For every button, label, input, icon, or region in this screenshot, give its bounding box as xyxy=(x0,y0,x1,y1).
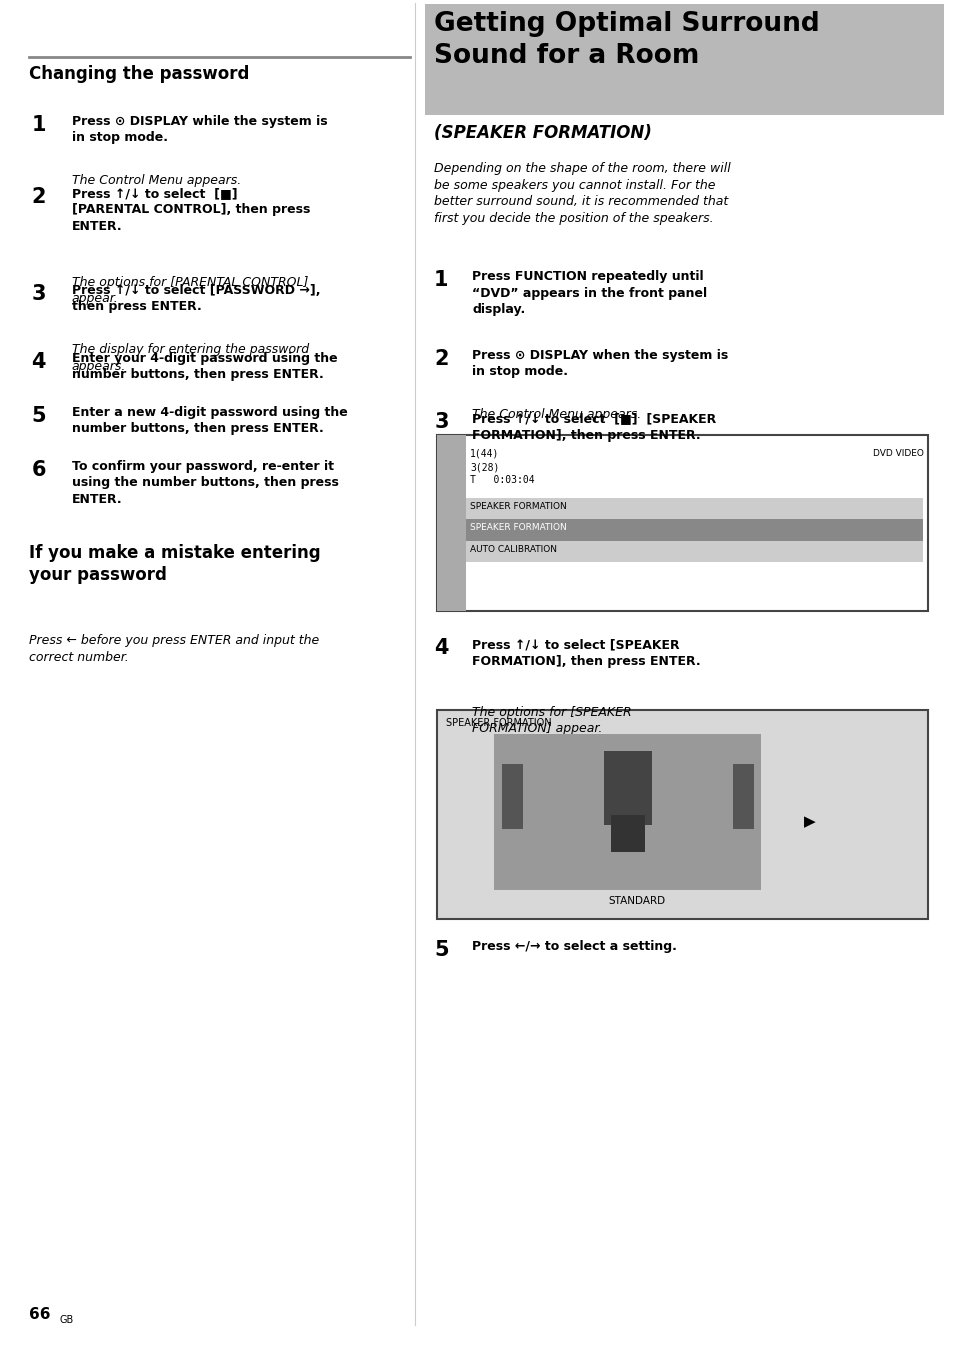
Text: Press ↑/↓ to select [SPEAKER
FORMATION], then press ENTER.: Press ↑/↓ to select [SPEAKER FORMATION],… xyxy=(472,638,700,668)
Text: SPEAKER FORMATION: SPEAKER FORMATION xyxy=(446,718,552,727)
Text: 1(44)
3(28)
T   0:03:04: 1(44) 3(28) T 0:03:04 xyxy=(470,449,535,485)
Text: Getting Optimal Surround
Sound for a Room: Getting Optimal Surround Sound for a Roo… xyxy=(434,11,819,69)
Text: 2: 2 xyxy=(434,349,448,369)
FancyBboxPatch shape xyxy=(436,435,927,611)
FancyBboxPatch shape xyxy=(732,764,753,829)
Text: ▶: ▶ xyxy=(803,814,815,829)
FancyBboxPatch shape xyxy=(436,710,927,919)
FancyBboxPatch shape xyxy=(610,814,644,852)
FancyBboxPatch shape xyxy=(494,734,760,890)
Text: 4: 4 xyxy=(31,352,46,372)
Text: Press ↑/↓ to select [PASSWORD →],
then press ENTER.: Press ↑/↓ to select [PASSWORD →], then p… xyxy=(71,284,319,314)
Text: Press ⊙ DISPLAY when the system is
in stop mode.: Press ⊙ DISPLAY when the system is in st… xyxy=(472,349,728,379)
Text: The Control Menu appears.: The Control Menu appears. xyxy=(71,174,240,188)
Text: GB: GB xyxy=(59,1315,73,1325)
Text: 1: 1 xyxy=(31,115,46,135)
Text: DVD VIDEO: DVD VIDEO xyxy=(872,449,923,458)
FancyBboxPatch shape xyxy=(424,4,943,115)
Text: Press ↑/↓ to select  [■]  [SPEAKER
FORMATION], then press ENTER.: Press ↑/↓ to select [■] [SPEAKER FORMATI… xyxy=(472,412,716,442)
Text: Press ↑/↓ to select  [■]
[PARENTAL CONTROL], then press
ENTER.: Press ↑/↓ to select [■] [PARENTAL CONTRO… xyxy=(71,187,310,233)
Text: 5: 5 xyxy=(31,406,46,426)
Text: Press ⊙ DISPLAY while the system is
in stop mode.: Press ⊙ DISPLAY while the system is in s… xyxy=(71,115,327,145)
Text: 5: 5 xyxy=(434,940,448,960)
Text: SPEAKER FORMATION: SPEAKER FORMATION xyxy=(470,523,566,533)
Text: Enter a new 4-digit password using the
number buttons, then press ENTER.: Enter a new 4-digit password using the n… xyxy=(71,406,347,435)
Text: The Control Menu appears.: The Control Menu appears. xyxy=(472,408,640,422)
Text: Press ←/→ to select a setting.: Press ←/→ to select a setting. xyxy=(472,940,677,953)
Text: 6: 6 xyxy=(31,460,46,480)
Text: Changing the password: Changing the password xyxy=(29,65,249,82)
Text: AUTO CALIBRATION: AUTO CALIBRATION xyxy=(470,545,557,554)
Text: To confirm your password, re-enter it
using the number buttons, then press
ENTER: To confirm your password, re-enter it us… xyxy=(71,460,338,506)
Text: 3: 3 xyxy=(434,412,448,433)
Text: Enter your 4-digit password using the
number buttons, then press ENTER.: Enter your 4-digit password using the nu… xyxy=(71,352,336,381)
FancyBboxPatch shape xyxy=(501,764,522,829)
Text: 4: 4 xyxy=(434,638,448,658)
FancyBboxPatch shape xyxy=(465,498,923,519)
Text: Depending on the shape of the room, there will
be some speakers you cannot insta: Depending on the shape of the room, ther… xyxy=(434,162,730,224)
FancyBboxPatch shape xyxy=(603,752,651,825)
Text: 3: 3 xyxy=(31,284,46,304)
Text: The options for [PARENTAL CONTROL]
appear.: The options for [PARENTAL CONTROL] appea… xyxy=(71,276,308,306)
Text: 1: 1 xyxy=(434,270,448,291)
Text: The options for [SPEAKER
FORMATION] appear.: The options for [SPEAKER FORMATION] appe… xyxy=(472,706,631,735)
Text: Press FUNCTION repeatedly until
“DVD” appears in the front panel
display.: Press FUNCTION repeatedly until “DVD” ap… xyxy=(472,270,706,316)
Text: 66: 66 xyxy=(29,1307,51,1322)
Text: The display for entering the password
appears.: The display for entering the password ap… xyxy=(71,343,309,373)
Text: (SPEAKER FORMATION): (SPEAKER FORMATION) xyxy=(434,124,651,142)
Text: Press ← before you press ENTER and input the
correct number.: Press ← before you press ENTER and input… xyxy=(29,634,318,664)
Text: STANDARD: STANDARD xyxy=(608,896,665,906)
Text: If you make a mistake entering
your password: If you make a mistake entering your pass… xyxy=(29,544,320,584)
FancyBboxPatch shape xyxy=(465,519,923,541)
Text: 2: 2 xyxy=(31,187,46,207)
FancyBboxPatch shape xyxy=(465,541,923,562)
Text: SPEAKER FORMATION: SPEAKER FORMATION xyxy=(470,502,566,511)
FancyBboxPatch shape xyxy=(436,435,465,611)
